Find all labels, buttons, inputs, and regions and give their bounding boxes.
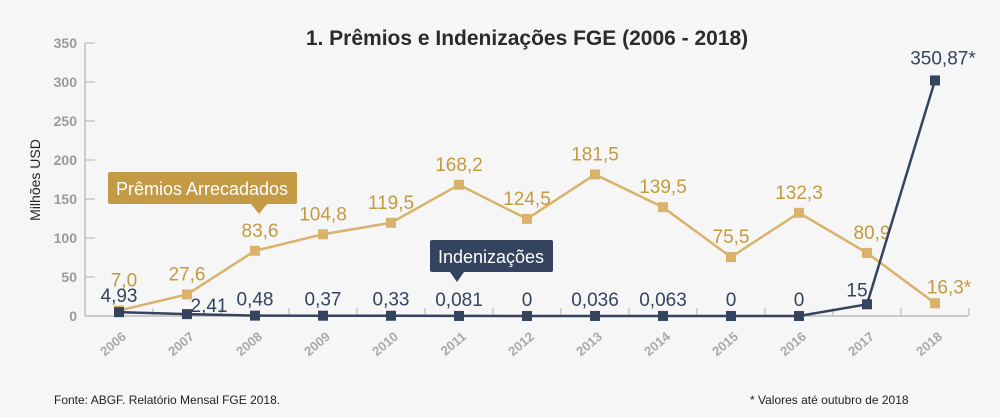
data-label: 0,37 [305, 290, 342, 311]
footnote: * Valores até outubro de 2018 [750, 393, 909, 407]
data-label: 168,2 [435, 155, 483, 176]
data-point [590, 310, 600, 321]
data-label: 80,9 [854, 223, 891, 244]
x-tick-label: 2014 [641, 328, 673, 359]
series-premios: 7,0 27,6 83,6 104,8 119,5 168,2 124,5 181,5 139,… [111, 144, 972, 316]
data-point [182, 289, 192, 300]
x-tick-label: 2008 [233, 329, 265, 359]
chart-title: 1. Prêmios e Indenizações FGE (2006 - 20… [306, 27, 748, 50]
data-label: 0 [522, 290, 533, 311]
data-point [794, 207, 804, 218]
data-label: 119,5 [368, 193, 414, 214]
data-label: 124,5 [503, 189, 551, 210]
data-label: 75,5 [713, 227, 750, 248]
x-tick-label: 2007 [165, 329, 197, 359]
data-point [386, 217, 396, 228]
data-point [114, 307, 124, 318]
data-label: 181,5 [571, 144, 619, 165]
data-label: 0,063 [639, 290, 687, 311]
data-label: 0 [726, 290, 737, 311]
data-label: 83,6 [242, 221, 279, 242]
data-point [318, 229, 328, 240]
premios-callout-label: Prêmios Arrecadados [116, 179, 288, 199]
indenizacoes-callout: Indenizações [430, 240, 553, 282]
x-tick-label: 2009 [301, 329, 333, 359]
data-point [454, 179, 464, 190]
y-tick-label: 250 [54, 113, 78, 129]
data-point [182, 309, 192, 320]
y-tick-label: 150 [54, 191, 78, 207]
data-point [726, 252, 736, 263]
source-note: Fonte: ABGF. Relatório Mensal FGE 2018. [54, 393, 281, 407]
data-label: 4,93 [101, 286, 138, 307]
data-point [590, 169, 600, 180]
x-tick-label: 2006 [97, 329, 129, 359]
series-indenizacoes: 4,93 2,41 0,48 0,37 0,33 0,081 0 0,036 0,063 0 0 15… [101, 48, 976, 321]
y-tick-label: 300 [54, 74, 78, 90]
data-label: 139,5 [639, 177, 687, 198]
data-point [930, 75, 940, 86]
data-point [862, 247, 872, 258]
data-label: 0,33 [373, 290, 410, 311]
data-point [658, 202, 668, 213]
x-tick-label: 2016 [777, 329, 809, 359]
data-label: 7,0 [111, 271, 137, 292]
data-point [522, 213, 532, 224]
data-point [726, 311, 736, 321]
data-point [862, 299, 872, 310]
data-label: 350,87* [910, 48, 976, 69]
data-label: 0,036 [571, 290, 619, 311]
data-label: 16,3* [927, 277, 972, 298]
data-label: 0 [794, 290, 805, 311]
data-point [930, 298, 940, 309]
data-label: 2,41 [191, 296, 228, 317]
data-label: 104,8 [299, 204, 347, 225]
data-label: 132,3 [775, 183, 823, 204]
data-point [454, 310, 464, 321]
data-point [658, 310, 668, 321]
x-tick-label: 2011 [438, 329, 469, 359]
data-point [318, 310, 328, 321]
data-point [794, 311, 804, 321]
x-tick-label: 2018 [913, 329, 945, 359]
x-tick-label: 2012 [505, 329, 537, 359]
y-tick-label: 50 [61, 269, 77, 285]
premios-callout: Prêmios Arrecadados [108, 172, 297, 214]
indenizacoes-callout-label: Indenizações [438, 247, 544, 267]
data-point [386, 310, 396, 321]
y-tick-label: 200 [54, 152, 78, 168]
data-label: 0,48 [237, 290, 274, 311]
y-axis-label: Milhões USD [27, 139, 43, 221]
data-point [250, 245, 260, 256]
x-tick-label: 2013 [573, 329, 605, 359]
data-label: 0,081 [435, 290, 483, 311]
data-point [522, 311, 532, 321]
x-tick-label: 2010 [369, 329, 401, 359]
y-tick-label: 350 [54, 35, 78, 51]
x-tick-label: 2017 [845, 329, 877, 359]
data-label: 27,6 [169, 264, 206, 285]
y-tick-label: 0 [69, 308, 77, 324]
y-tick-label: 100 [54, 230, 78, 246]
x-tick-label: 2015 [709, 329, 741, 359]
data-point [250, 310, 260, 321]
data-label: 15 [846, 280, 867, 301]
